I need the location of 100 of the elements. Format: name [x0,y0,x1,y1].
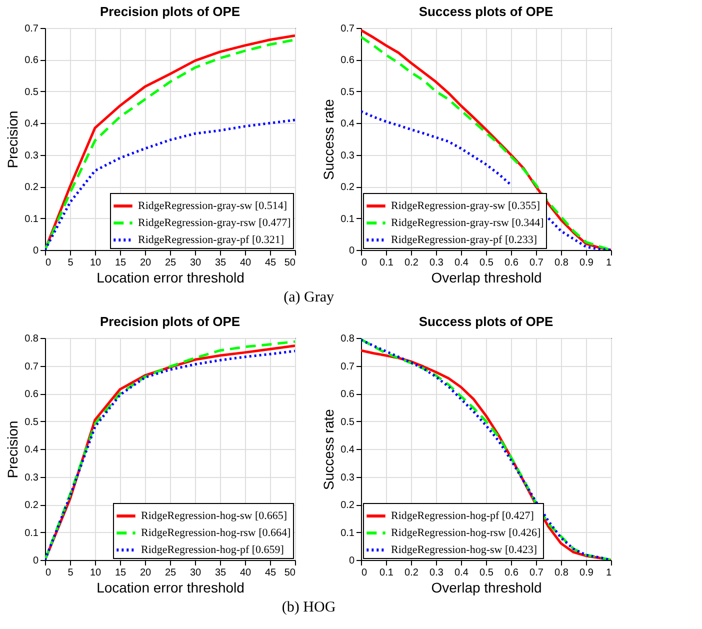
chart-title: Success plots of OPE [418,314,554,329]
legend-label: RidgeRegression-hog-sw [0.665] [141,510,288,522]
y-tick-label: 0.4 [340,118,355,130]
x-tick-label: 0 [46,258,52,268]
x-tick-label: 20 [140,568,152,578]
y-tick-label: 0 [32,556,39,566]
text: (a) Gray [284,290,334,306]
chart-title: Success plots of OPE [418,4,554,19]
y-tick-label: 0.2 [340,182,355,194]
y-axis-title: Success rate [320,98,337,180]
x-tick-label: 0.7 [530,568,544,578]
y-tick-label: 0.3 [340,150,355,162]
x-tick-label: 0.3 [430,258,444,268]
x-axis-title: Location error threshold [96,580,244,596]
x-tick-label: 20 [140,258,152,268]
y-tick-label: 0 [32,246,39,256]
x-tick-label: 10 [90,258,102,268]
y-tick-label: 0.4 [24,118,39,130]
y-tick-label: 0.7 [24,361,39,372]
x-tick-label: 35 [214,568,226,578]
x-tick-label: 0 [362,258,368,268]
y-tick-label: 0 [348,556,355,566]
x-tick-label: 5 [68,568,74,578]
x-tick-label: 25 [164,568,176,578]
y-tick-label: 0 [348,246,355,256]
y-tick-label: 0.8 [340,334,355,344]
legend-label: RidgeRegression-gray-pf [0.233] [391,234,538,246]
x-tick-label: 0.9 [580,258,594,268]
legend-label: RidgeRegression-hog-rsw [0.426] [391,527,541,539]
x-tick-label: 0 [362,568,368,578]
x-tick-label: 15 [114,258,126,268]
x-tick-label: 1 [606,258,612,268]
x-tick-label: 0.6 [504,568,519,578]
x-tick-label: 0.2 [404,568,419,578]
y-tick-label: 0.4 [24,444,39,456]
y-tick-label: 0.5 [340,416,355,428]
x-tick-label: 0.8 [554,258,569,268]
x-axis-title: Overlap threshold [431,580,542,596]
x-tick-label: 10 [90,568,102,578]
legend-label: RidgeRegression-hog-rsw [0.664] [141,527,291,539]
x-tick-label: 0.4 [454,568,469,578]
x-tick-label: 1 [606,568,612,578]
y-tick-label: 0.1 [24,528,39,539]
x-tick-label: 15 [114,568,126,578]
y-tick-label: 0.1 [24,214,39,225]
x-tick-label: 45 [264,568,276,578]
y-tick-label: 0.2 [24,500,39,511]
y-axis-title: Success rate [320,408,337,490]
x-tick-label: 30 [190,258,202,268]
x-tick-label: 50 [284,568,296,578]
x-tick-label: 0.7 [530,258,544,268]
x-tick-label: 5 [68,258,74,268]
x-tick-label: 0.6 [504,258,519,268]
x-tick-label: 30 [190,568,202,578]
x-tick-label: 45 [264,258,276,268]
x-tick-label: 0.9 [580,568,594,578]
x-tick-label: 40 [240,258,252,268]
y-tick-label: 0.1 [340,214,355,225]
y-tick-label: 0.3 [24,472,39,484]
chart-title: Precision plots of OPE [100,314,240,329]
y-tick-label: 0.5 [24,416,39,428]
x-tick-label: 40 [240,568,252,578]
x-tick-label: 0.3 [430,568,444,578]
x-tick-label: 0.5 [480,258,494,268]
chart-title: Precision plots of OPE [100,4,240,19]
y-tick-label: 0.7 [24,24,39,34]
x-tick-label: 0.2 [404,258,419,268]
legend-label: RidgeRegression-gray-pf [0.321] [138,234,284,246]
y-tick-label: 0.6 [340,389,355,400]
y-tick-label: 0.6 [340,55,355,66]
legend-label: RidgeRegression-hog-pf [0.659] [141,544,284,556]
y-tick-label: 0.4 [340,444,355,456]
y-tick-label: 0.1 [340,528,355,539]
legend-label: RidgeRegression-gray-rsw [0.344] [391,217,544,229]
y-axis-title: Precision [4,420,21,478]
y-tick-label: 0.5 [340,86,355,98]
x-tick-label: 50 [284,258,296,268]
y-tick-label: 0.6 [24,55,39,66]
y-tick-label: 0.6 [24,389,39,400]
y-tick-label: 0.3 [24,150,39,162]
x-tick-label: 0.1 [380,258,394,268]
legend-label: RidgeRegression-gray-sw [0.514] [138,200,288,212]
legend-label: RidgeRegression-hog-sw [0.423] [391,544,538,556]
legend-label: RidgeRegression-gray-sw [0.355] [391,200,540,212]
legend-label: RidgeRegression-hog-pf [0.427] [391,510,534,522]
x-tick-label: 0.5 [480,568,494,578]
y-axis-title: Precision [4,110,21,168]
x-tick-label: 35 [214,258,226,268]
x-tick-label: 0 [46,568,52,578]
y-tick-label: 0.5 [24,86,39,98]
x-axis-title: Location error threshold [96,270,244,286]
x-tick-label: 0.8 [554,568,569,578]
y-tick-label: 0.7 [340,361,355,372]
x-axis-title: Overlap threshold [431,270,542,286]
legend-label: RidgeRegression-gray-rsw [0.477] [138,217,291,229]
y-tick-label: 0.2 [340,500,355,511]
x-tick-label: 0.1 [380,568,394,578]
text: (b) HOG [282,600,336,616]
y-tick-label: 0.3 [340,472,355,484]
y-tick-label: 0.7 [340,24,355,34]
